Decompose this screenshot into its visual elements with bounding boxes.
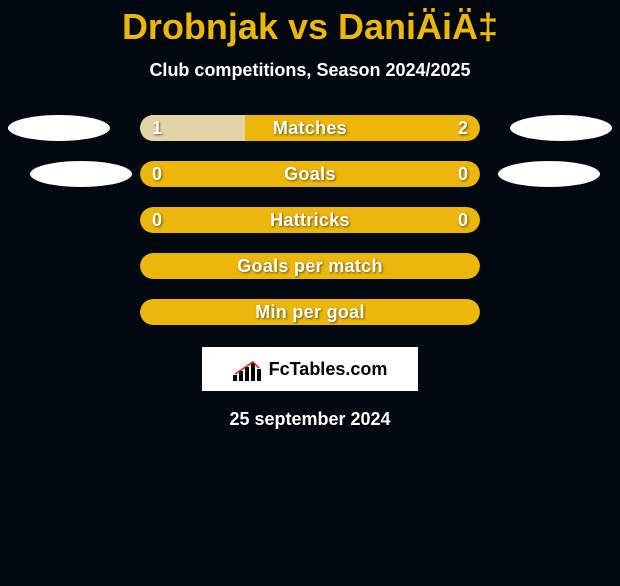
stat-row: 00Goals [0, 161, 620, 187]
player-ellipse-left [8, 115, 110, 141]
stat-row: 00Hattricks [0, 207, 620, 233]
player-ellipse-right [498, 161, 600, 187]
stat-label: Goals [140, 161, 480, 187]
stat-label: Goals per match [140, 253, 480, 279]
logo-text: FcTables.com [269, 359, 388, 380]
player-ellipse-left [30, 161, 132, 187]
date-text: 25 september 2024 [0, 409, 620, 430]
logo-chart-icon [233, 357, 263, 381]
stat-label: Hattricks [140, 207, 480, 233]
stat-bar: Min per goal [140, 299, 480, 325]
stat-row: Goals per match [0, 253, 620, 279]
player-ellipse-right [510, 115, 612, 141]
stat-rows-container: 12Matches 00Goals 00Hattricks Goals per mat… [0, 115, 620, 325]
stat-label: Matches [140, 115, 480, 141]
page-title: Drobnjak vs DaniÄiÄ‡ [0, 6, 620, 48]
stat-bar: 00Hattricks [140, 207, 480, 233]
stat-label: Min per goal [140, 299, 480, 325]
stat-bar: Goals per match [140, 253, 480, 279]
stat-bar: 12Matches [140, 115, 480, 141]
logo-box: FcTables.com [202, 347, 418, 391]
stat-row: Min per goal [0, 299, 620, 325]
stat-bar: 00Goals [140, 161, 480, 187]
page-subtitle: Club competitions, Season 2024/2025 [0, 60, 620, 81]
stat-row: 12Matches [0, 115, 620, 141]
